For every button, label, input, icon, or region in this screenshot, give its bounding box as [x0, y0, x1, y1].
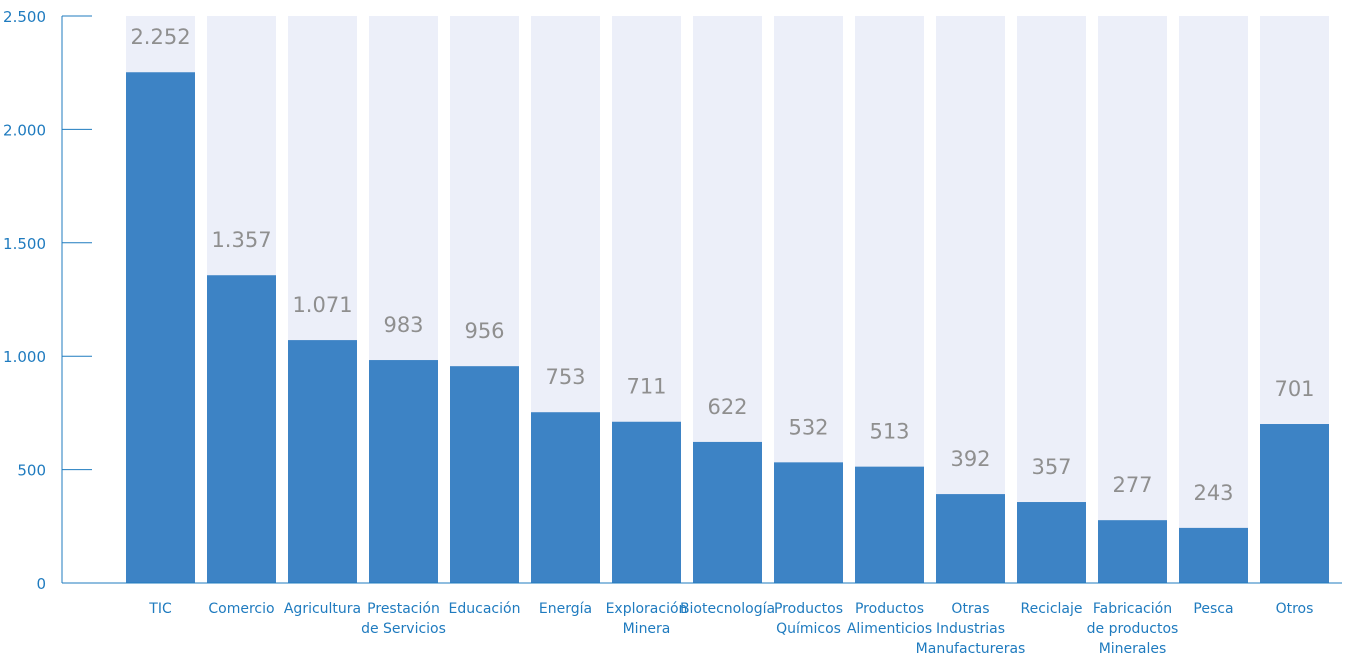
- category-label: Educación: [449, 601, 521, 617]
- bar-track: [1098, 16, 1167, 583]
- category-label: TIC: [148, 601, 172, 617]
- bar: [450, 366, 519, 583]
- bar: [774, 462, 843, 583]
- category-label: Agricultura: [284, 601, 361, 617]
- bar-value-label: 1.357: [211, 228, 271, 252]
- category-label: Exploración Minera: [606, 601, 688, 637]
- value-labels: 2.252 1.357 1.071 983 956 753 711 622 532 513 392 3…: [130, 25, 1314, 505]
- y-tick-label: 0: [36, 575, 46, 593]
- bar-value-label: 277: [1112, 473, 1152, 497]
- bar-value-label: 983: [383, 313, 423, 337]
- y-tick-label: 2.500: [3, 8, 46, 26]
- bar: [936, 494, 1005, 583]
- bar-value-label: 622: [707, 395, 747, 419]
- bars: [126, 72, 1329, 583]
- bar-value-label: 753: [545, 365, 585, 389]
- category-label: Energía: [539, 601, 592, 617]
- bar: [207, 275, 276, 583]
- category-label: Productos Químicos: [774, 601, 843, 637]
- bar: [855, 466, 924, 583]
- bar: [369, 360, 438, 583]
- bar-value-label: 711: [626, 375, 666, 399]
- category-label: Fabricación de productos Minerales: [1087, 601, 1179, 657]
- bar-track: [1179, 16, 1248, 583]
- category-label: Reciclaje: [1021, 601, 1083, 617]
- bar-value-label: 357: [1031, 455, 1071, 479]
- y-tick-label: 2.000: [3, 121, 46, 139]
- bar-value-label: 532: [788, 415, 828, 439]
- bar-track: [1017, 16, 1086, 583]
- bar: [1260, 424, 1329, 583]
- bar-value-label: 2.252: [130, 25, 190, 49]
- category-label: Pesca: [1193, 601, 1233, 617]
- bar-value-label: 701: [1274, 377, 1314, 401]
- bar-value-label: 392: [950, 447, 990, 471]
- category-label: Otros: [1276, 601, 1314, 617]
- bar-value-label: 513: [869, 420, 909, 444]
- bar: [126, 72, 195, 583]
- category-label: Otras Industrias Manufactureras: [916, 601, 1026, 657]
- bar: [531, 412, 600, 583]
- y-tick-label: 500: [17, 462, 46, 480]
- category-label: Productos Alimenticios: [847, 601, 932, 637]
- category-label: Comercio: [208, 601, 274, 617]
- y-tick-label: 1.500: [3, 235, 46, 253]
- category-labels: TIC Comercio Agricultura Prestación de Servi…: [148, 601, 1313, 657]
- bar-value-label: 243: [1193, 481, 1233, 505]
- bar-value-label: 956: [464, 319, 504, 343]
- y-tick-label: 1.000: [3, 348, 46, 366]
- category-label: Prestación de Servicios: [361, 601, 446, 637]
- bar: [1098, 520, 1167, 583]
- bar: [693, 441, 762, 583]
- bar: [288, 340, 357, 583]
- bar-track: [936, 16, 1005, 583]
- y-axis: 0 500 1.000 1.500 2.000 2.500: [3, 8, 92, 593]
- bar: [1017, 502, 1086, 583]
- bar: [1179, 527, 1248, 583]
- bar: [612, 421, 681, 583]
- bar-value-label: 1.071: [292, 293, 352, 317]
- category-label: Biotecnología: [680, 601, 775, 617]
